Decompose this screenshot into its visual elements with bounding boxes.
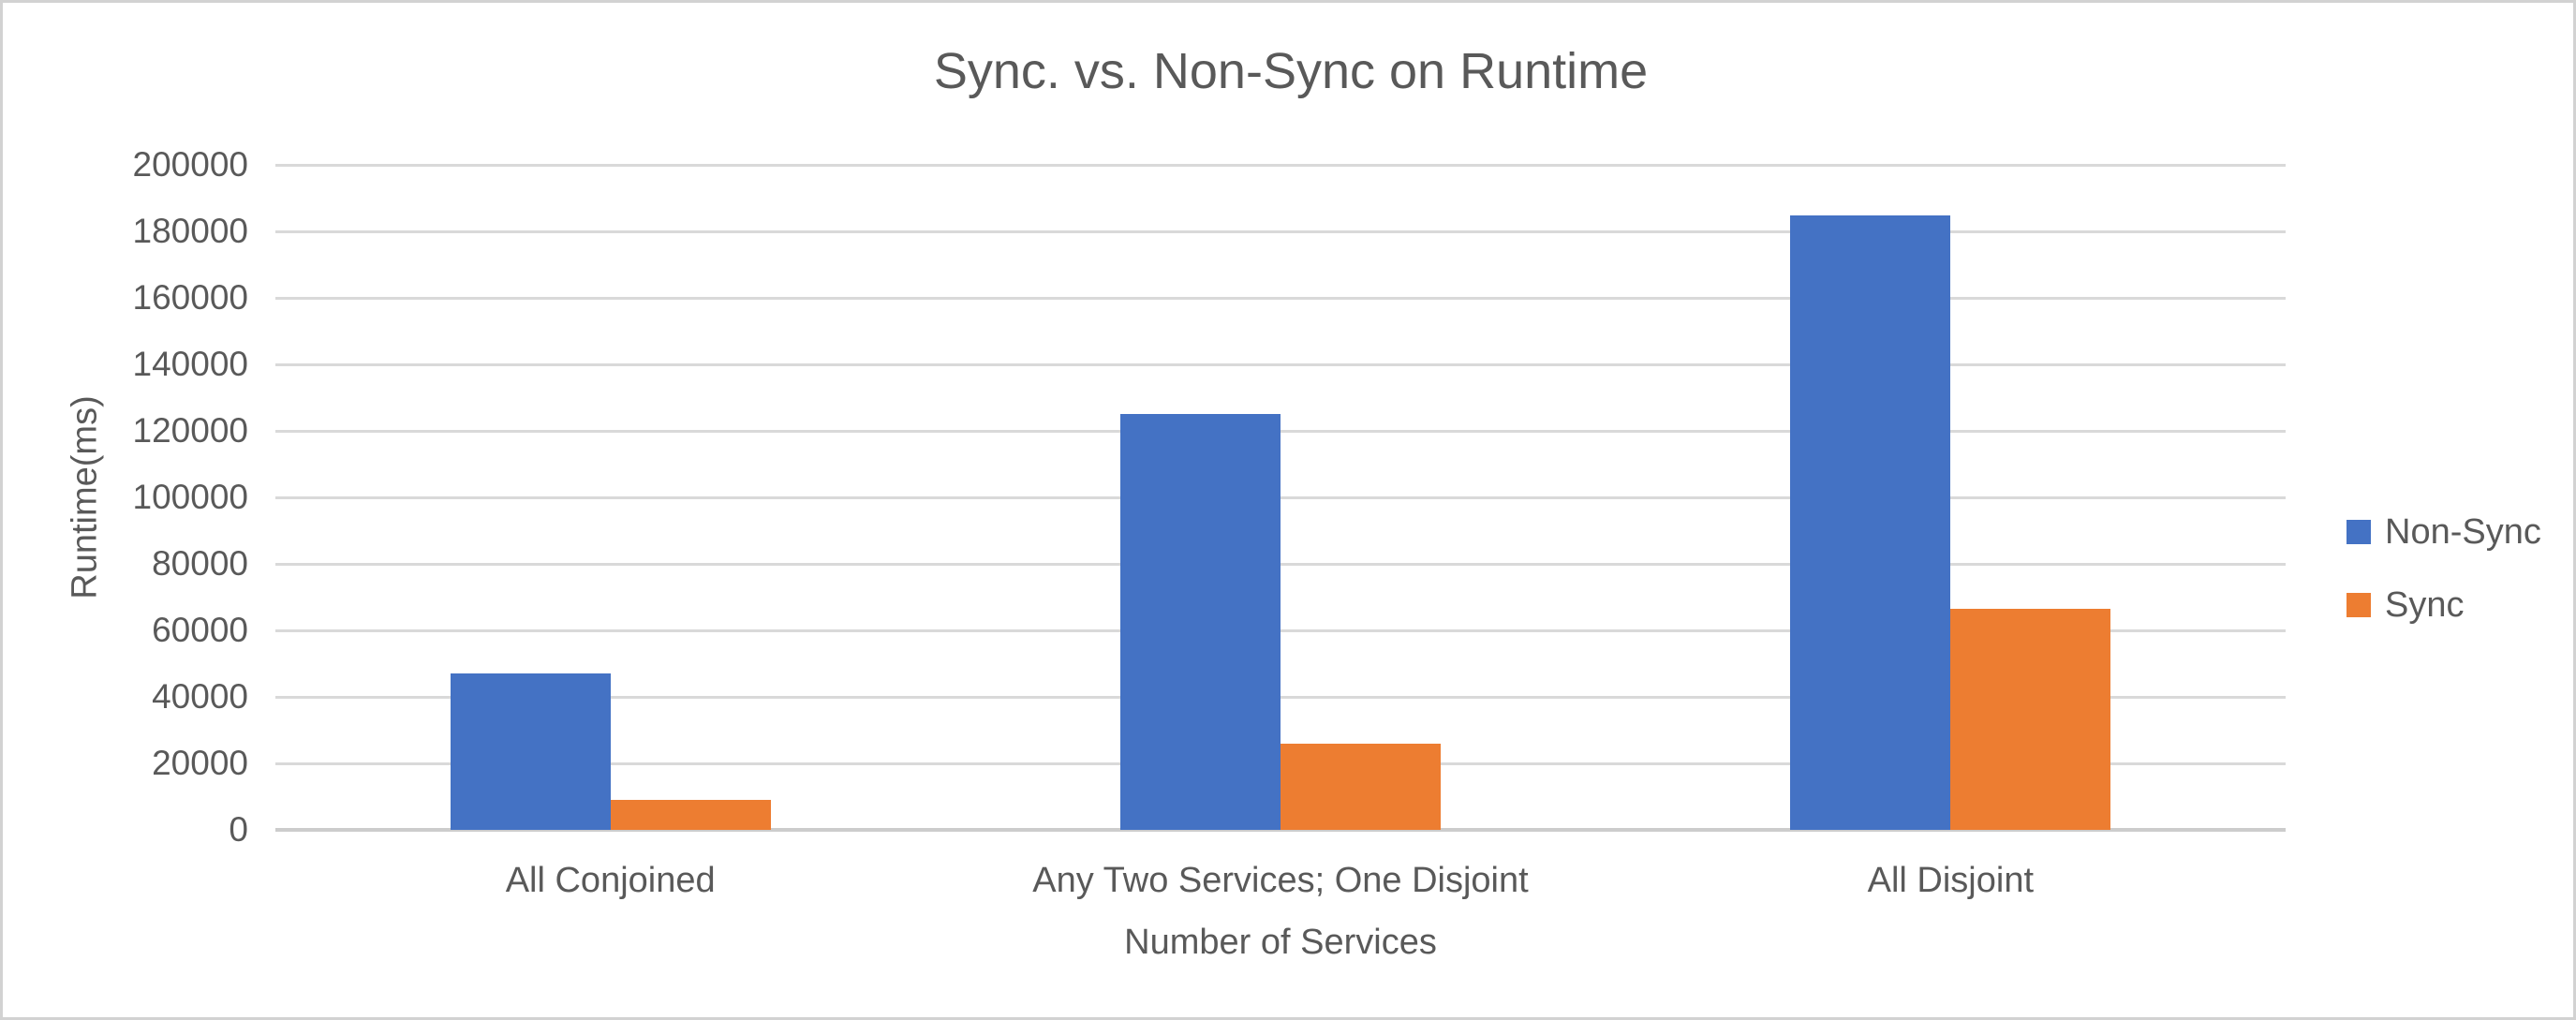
y-tick-label: 0 [229, 810, 248, 849]
gridline [275, 296, 2286, 300]
y-tick-label: 100000 [132, 478, 248, 516]
y-tick-label: 80000 [152, 544, 248, 583]
bar-sync-1 [1281, 743, 1441, 830]
chart-title: Sync. vs. Non-Sync on Runtime [933, 43, 1649, 99]
y-tick-label: 20000 [152, 744, 248, 782]
y-tick-label: 200000 [132, 145, 248, 184]
bar-non-sync-0 [450, 673, 611, 830]
legend-swatch-sync-icon [2347, 593, 2371, 617]
legend-item-non-sync: Non-Sync [2347, 511, 2541, 553]
plot-area [275, 163, 2286, 832]
bar-sync-2 [1950, 608, 2111, 830]
gridline [275, 562, 2286, 566]
gridline [275, 163, 2286, 167]
bar-non-sync-1 [1120, 414, 1281, 830]
gridline [275, 229, 2286, 233]
x-axis-title: Number of Services [1124, 923, 1437, 962]
gridline [275, 495, 2286, 499]
y-tick-label: 40000 [152, 677, 248, 716]
y-tick-label: 140000 [132, 345, 248, 383]
y-tick-label: 120000 [132, 411, 248, 450]
gridline [275, 628, 2286, 632]
legend: Non-Sync Sync [2347, 511, 2541, 626]
x-category-label: Any Two Services; One Disjoint [1032, 861, 1529, 900]
y-tick-label: 160000 [132, 278, 248, 317]
gridline [275, 362, 2286, 366]
x-axis-line [275, 828, 2286, 832]
legend-item-sync: Sync [2347, 584, 2541, 626]
gridline [275, 695, 2286, 699]
legend-label-sync: Sync [2385, 584, 2465, 625]
bar-non-sync-2 [1790, 214, 1951, 830]
x-category-label: All Conjoined [505, 861, 716, 900]
legend-swatch-non-sync-icon [2347, 520, 2371, 544]
gridline [275, 429, 2286, 433]
x-category-label: All Disjoint [1867, 861, 2035, 900]
bar-sync-0 [610, 800, 771, 830]
y-tick-label: 180000 [132, 212, 248, 250]
legend-label-non-sync: Non-Sync [2385, 511, 2541, 552]
y-tick-label: 60000 [152, 611, 248, 649]
